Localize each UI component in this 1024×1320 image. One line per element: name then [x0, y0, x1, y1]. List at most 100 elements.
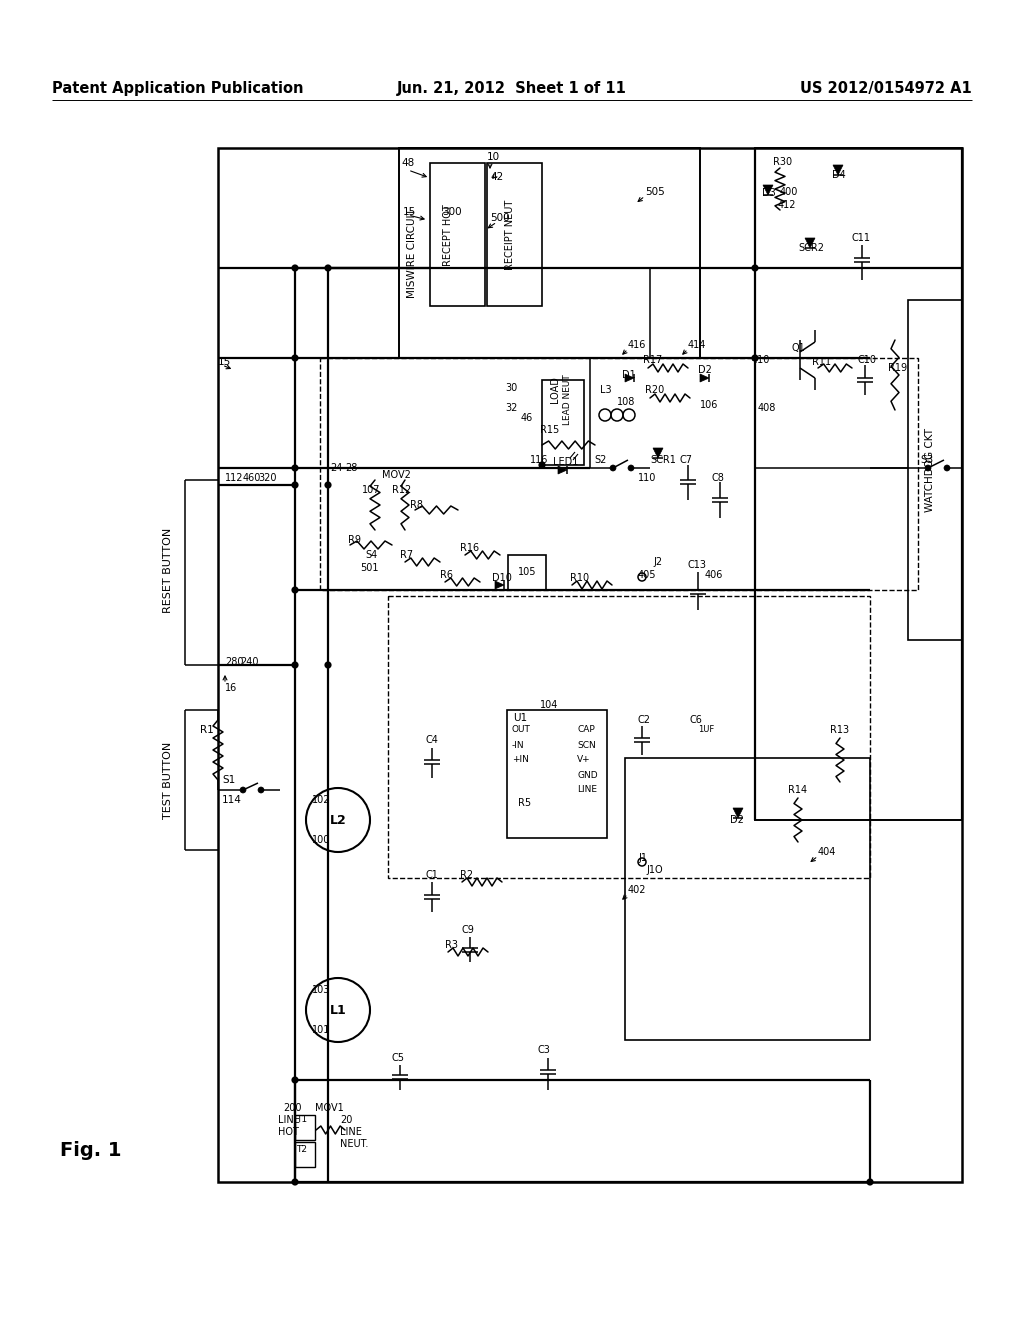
Circle shape — [325, 482, 332, 488]
Text: 200: 200 — [283, 1104, 301, 1113]
Text: C10: C10 — [858, 355, 877, 366]
Text: R6: R6 — [440, 570, 453, 579]
Text: L3: L3 — [600, 385, 611, 395]
Polygon shape — [495, 581, 504, 589]
Text: L2: L2 — [330, 813, 346, 826]
Text: 48: 48 — [401, 158, 415, 168]
Circle shape — [944, 465, 950, 471]
Text: RECEIPT NEUT: RECEIPT NEUT — [505, 199, 515, 271]
Text: -IN: -IN — [512, 741, 524, 750]
Text: R1: R1 — [200, 725, 214, 735]
Text: S4: S4 — [365, 550, 377, 560]
Text: 10: 10 — [487, 152, 500, 162]
Text: SCN: SCN — [577, 741, 596, 750]
Text: Patent Application Publication: Patent Application Publication — [52, 81, 303, 95]
Text: 404: 404 — [818, 847, 837, 857]
Text: LOAD: LOAD — [550, 376, 560, 404]
Text: LED1: LED1 — [553, 457, 579, 467]
Text: HOT: HOT — [278, 1127, 299, 1137]
Text: 240: 240 — [240, 657, 258, 667]
Text: R8: R8 — [410, 500, 423, 510]
Bar — [508, 554, 546, 590]
Bar — [399, 148, 700, 358]
Text: MISWIRE CIRCUIT: MISWIRE CIRCUIT — [407, 209, 417, 298]
Text: 102: 102 — [312, 795, 331, 805]
Text: 105: 105 — [518, 568, 537, 577]
Text: R9: R9 — [348, 535, 361, 545]
Text: SCR2: SCR2 — [798, 243, 824, 253]
Text: R3: R3 — [445, 940, 458, 950]
Text: 505: 505 — [645, 187, 665, 197]
Circle shape — [240, 787, 246, 793]
Text: D2: D2 — [698, 366, 712, 375]
Polygon shape — [653, 447, 663, 458]
Bar — [542, 380, 584, 465]
Text: 1UF: 1UF — [698, 726, 715, 734]
Text: C6: C6 — [690, 715, 702, 725]
Text: 405: 405 — [638, 570, 656, 579]
Circle shape — [292, 1077, 299, 1084]
Text: D1: D1 — [622, 370, 636, 380]
Bar — [755, 148, 962, 820]
Circle shape — [539, 462, 546, 469]
Bar — [295, 1142, 315, 1167]
Text: C2: C2 — [637, 715, 650, 725]
Text: 28: 28 — [345, 463, 357, 473]
Text: 460: 460 — [243, 473, 261, 483]
Text: R15: R15 — [540, 425, 559, 436]
Circle shape — [292, 661, 299, 668]
Text: 100: 100 — [312, 836, 331, 845]
Text: 500: 500 — [490, 213, 510, 223]
Text: LINE: LINE — [577, 785, 597, 795]
Text: LEAD NEUT: LEAD NEUT — [562, 375, 571, 425]
Text: 107: 107 — [362, 484, 381, 495]
Circle shape — [610, 465, 616, 471]
Text: 42: 42 — [490, 172, 503, 182]
Text: 116: 116 — [530, 455, 549, 465]
Text: C11: C11 — [852, 234, 871, 243]
Text: C13: C13 — [688, 560, 707, 570]
Text: 15: 15 — [218, 356, 231, 367]
Text: C9: C9 — [462, 925, 475, 935]
Text: 16: 16 — [225, 682, 238, 693]
Text: 414: 414 — [688, 341, 707, 350]
Text: 46: 46 — [521, 413, 534, 422]
Text: C8: C8 — [712, 473, 725, 483]
Text: S3: S3 — [920, 455, 933, 465]
Bar — [625, 758, 870, 1040]
Text: J1O: J1O — [646, 865, 663, 875]
Text: 104: 104 — [540, 700, 558, 710]
Bar — [487, 162, 542, 306]
Text: R2: R2 — [460, 870, 473, 880]
Text: R5: R5 — [518, 799, 531, 808]
Text: D3: D3 — [762, 187, 776, 198]
Text: R12: R12 — [392, 484, 412, 495]
Text: J1: J1 — [638, 853, 647, 863]
Text: MOV1: MOV1 — [315, 1104, 344, 1113]
Text: T1: T1 — [296, 1115, 307, 1125]
Circle shape — [292, 1179, 299, 1185]
Text: NEUT.: NEUT. — [340, 1139, 369, 1148]
Text: D2: D2 — [730, 814, 743, 825]
Text: C3: C3 — [538, 1045, 551, 1055]
Text: C4: C4 — [425, 735, 438, 744]
Circle shape — [752, 355, 759, 362]
Text: 24: 24 — [330, 463, 342, 473]
Text: C5: C5 — [392, 1053, 406, 1063]
Text: LINE: LINE — [340, 1127, 361, 1137]
Bar — [507, 710, 607, 838]
Text: Q1: Q1 — [792, 343, 806, 352]
Text: V+: V+ — [577, 755, 591, 764]
Text: 408: 408 — [758, 403, 776, 413]
Text: OUT: OUT — [512, 726, 530, 734]
Text: S1: S1 — [222, 775, 236, 785]
Polygon shape — [763, 185, 773, 195]
Bar — [295, 1115, 315, 1140]
Circle shape — [292, 355, 299, 362]
Text: RECEPT HOT: RECEPT HOT — [443, 205, 453, 265]
Text: 400: 400 — [780, 187, 799, 197]
Text: TEST BUTTON: TEST BUTTON — [163, 742, 173, 818]
Text: R11: R11 — [812, 356, 831, 367]
Text: 101: 101 — [312, 1026, 331, 1035]
Text: 406: 406 — [705, 570, 723, 579]
